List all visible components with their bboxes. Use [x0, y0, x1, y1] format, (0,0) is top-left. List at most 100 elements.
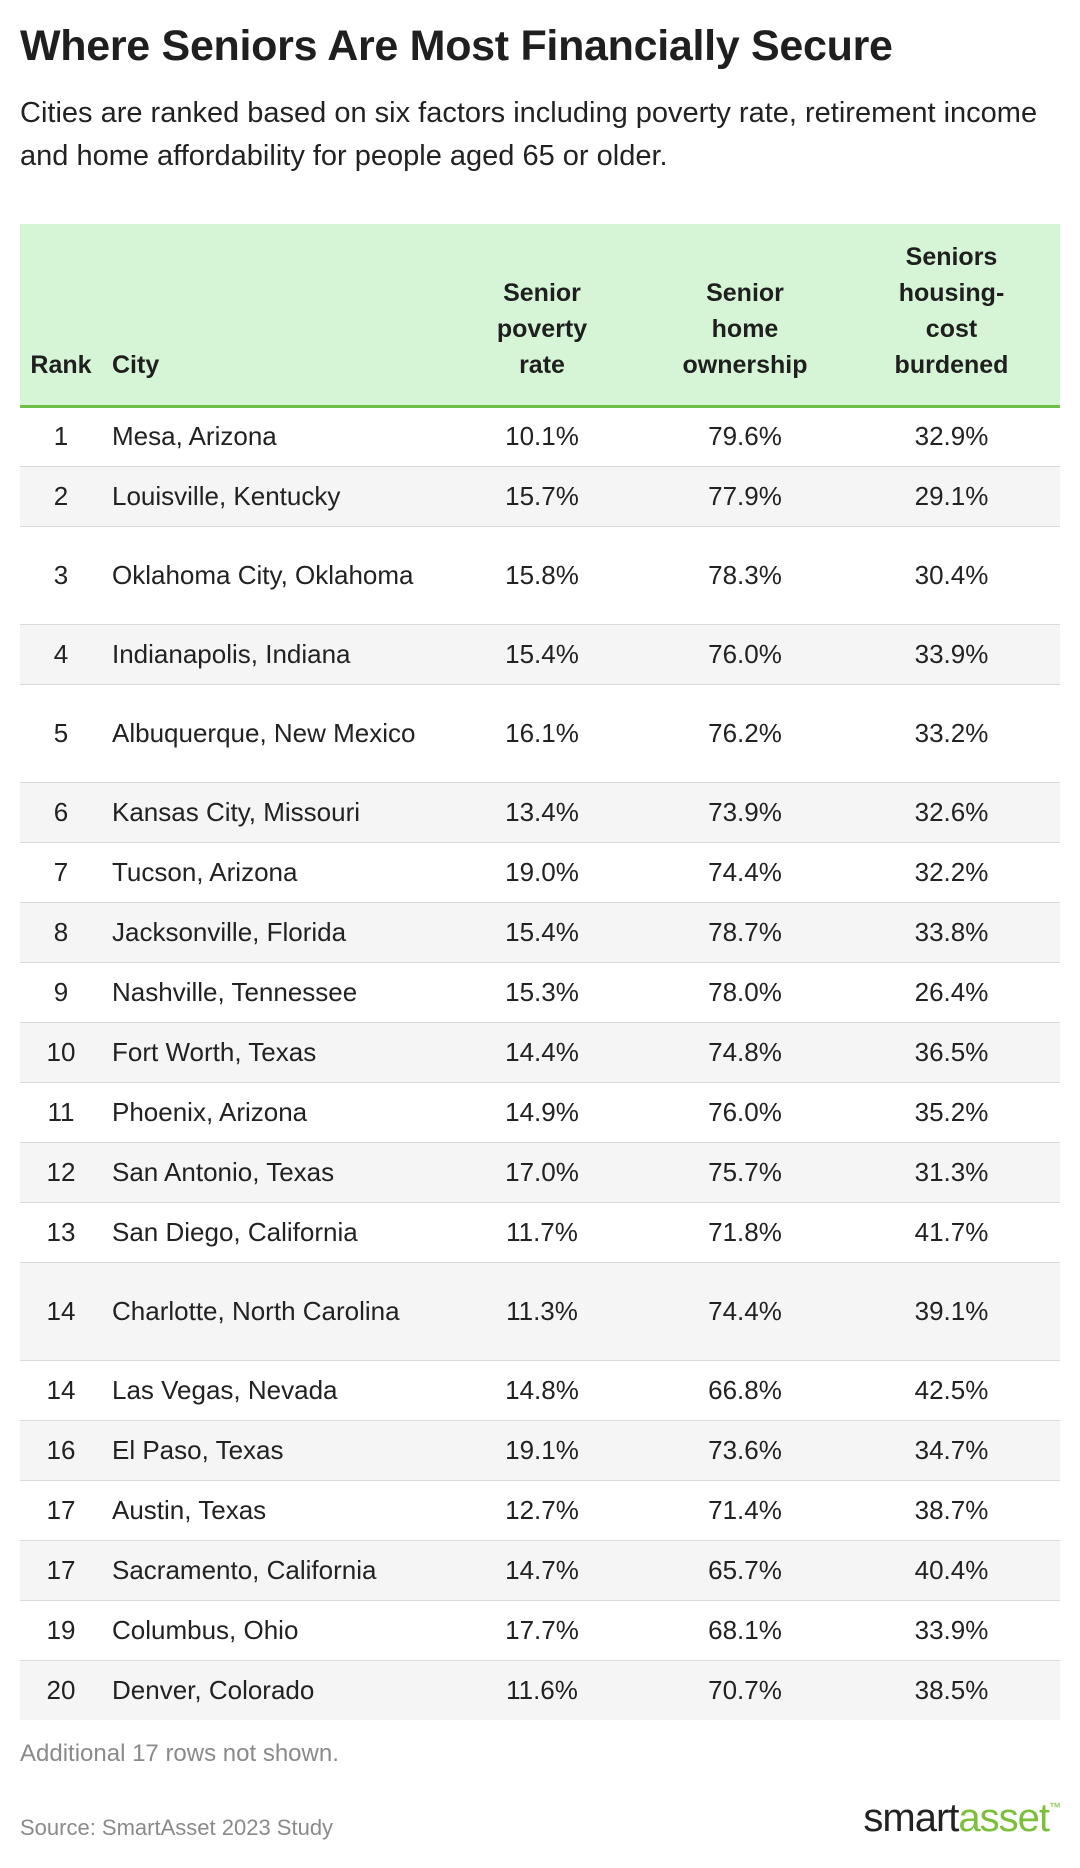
- table-row: 7 Tucson, Arizona 19.0% 74.4% 32.2%: [20, 842, 1060, 903]
- table-row: 19 Columbus, Ohio 17.7% 68.1% 33.9%: [20, 1600, 1060, 1661]
- cell-poverty: 19.0%: [437, 842, 647, 903]
- col-header-poverty: Senior poverty rate: [437, 224, 647, 408]
- cell-poverty: 15.7%: [437, 466, 647, 527]
- cell-poverty: 17.7%: [437, 1600, 647, 1661]
- cell-city: Denver, Colorado: [112, 1674, 315, 1705]
- rankings-table: Rank City Senior poverty rate Senior hom…: [20, 224, 1060, 1720]
- cell-rank: 17: [20, 1480, 102, 1541]
- cell-rank: 14: [20, 1262, 102, 1361]
- source-credit: Source: SmartAsset 2023 Study: [20, 1815, 334, 1840]
- cell-rank: 5: [20, 684, 102, 783]
- cell-rank: 14: [20, 1360, 102, 1421]
- cell-rank: 20: [46, 1674, 76, 1705]
- cell-city: Kansas City, Missouri: [102, 782, 437, 843]
- cell-poverty: 13.4%: [437, 782, 647, 843]
- cell-burdened: 32.9%: [843, 406, 1060, 467]
- table-row: 17 Austin, Texas 12.7% 71.4% 38.7%: [20, 1480, 1060, 1541]
- cell-city: San Diego, California: [102, 1202, 437, 1263]
- cell-city: Columbus, Ohio: [102, 1600, 437, 1661]
- cell-rank: 17: [20, 1540, 102, 1601]
- cell-burdened: 33.8%: [843, 902, 1060, 963]
- cell-burdened: 31.3%: [843, 1142, 1060, 1203]
- cell-ownership: 68.1%: [647, 1600, 843, 1661]
- cell-burdened: 38.7%: [843, 1480, 1060, 1541]
- cell-burdened: 34.7%: [843, 1420, 1060, 1481]
- cell-burdened: 32.6%: [843, 782, 1060, 843]
- cell-rank: 8: [20, 902, 102, 963]
- cell-rank: 3: [20, 526, 102, 625]
- cell-rank: 13: [20, 1202, 102, 1263]
- table-row: 2 Louisville, Kentucky 15.7% 77.9% 29.1%: [20, 466, 1060, 527]
- col-header-rank: Rank: [20, 224, 102, 408]
- cell-ownership: 71.4%: [647, 1480, 843, 1541]
- cell-ownership: 70.7%: [708, 1674, 782, 1705]
- cell-burdened: 39.1%: [843, 1262, 1060, 1361]
- table-row: 9 Nashville, Tennessee 15.3% 78.0% 26.4%: [20, 962, 1060, 1023]
- cell-burdened: 33.2%: [843, 684, 1060, 783]
- cell-rank: 10: [20, 1022, 102, 1083]
- cell-city: Phoenix, Arizona: [102, 1082, 437, 1143]
- cell-city: Mesa, Arizona: [102, 406, 437, 467]
- cell-poverty: 15.4%: [437, 902, 647, 963]
- cell-ownership: 66.8%: [647, 1360, 843, 1421]
- cell-city: Louisville, Kentucky: [102, 466, 437, 527]
- cell-burdened: 41.7%: [843, 1202, 1060, 1263]
- cell-rank: 16: [20, 1420, 102, 1481]
- cell-ownership: 73.9%: [647, 782, 843, 843]
- cell-city: Austin, Texas: [102, 1480, 437, 1541]
- cell-ownership: 78.3%: [647, 526, 843, 625]
- table-row: 5 Albuquerque, New Mexico 16.1% 76.2% 33.2%: [20, 684, 1060, 783]
- table-row: 3 Oklahoma City, Oklahoma 15.8% 78.3% 30.4%: [20, 526, 1060, 625]
- cell-poverty: 15.8%: [437, 526, 647, 625]
- cell-burdened: 38.5%: [914, 1674, 989, 1705]
- cell-burdened: 33.9%: [843, 624, 1060, 685]
- cell-city: Las Vegas, Nevada: [102, 1360, 437, 1421]
- table-row: 13 San Diego, California 11.7% 71.8% 41.7%: [20, 1202, 1060, 1263]
- cell-poverty: 14.9%: [437, 1082, 647, 1143]
- smartasset-logo: smartasset™: [863, 1796, 1061, 1840]
- cell-city: Sacramento, California: [102, 1540, 437, 1601]
- table-header-row: Rank City Senior poverty rate Senior hom…: [20, 224, 1060, 408]
- cell-city: Fort Worth, Texas: [102, 1022, 437, 1083]
- col-header-burdened: Seniors housing- cost burdened: [843, 224, 1060, 408]
- cell-poverty: 14.4%: [437, 1022, 647, 1083]
- cell-ownership: 74.4%: [647, 1262, 843, 1361]
- col-header-ownership: Senior home ownership: [647, 224, 843, 408]
- cell-burdened: 32.2%: [843, 842, 1060, 903]
- cell-ownership: 78.7%: [647, 902, 843, 963]
- cell-ownership: 76.2%: [647, 684, 843, 783]
- table-row: 11 Phoenix, Arizona 14.9% 76.0% 35.2%: [20, 1082, 1060, 1143]
- cell-poverty: 14.7%: [437, 1540, 647, 1601]
- cell-rank: 2: [20, 466, 102, 527]
- cell-ownership: 74.8%: [647, 1022, 843, 1083]
- cell-ownership: 78.0%: [647, 962, 843, 1023]
- cell-burdened: 33.9%: [843, 1600, 1060, 1661]
- cell-poverty: 15.4%: [437, 624, 647, 685]
- page-subtitle: Cities are ranked based on six factors i…: [20, 97, 1038, 172]
- cell-poverty: 11.3%: [437, 1262, 647, 1361]
- cell-rank: 1: [20, 406, 102, 467]
- cell-ownership: 76.0%: [647, 1082, 843, 1143]
- cell-burdened: 30.4%: [843, 526, 1060, 625]
- col-header-city: City: [102, 224, 437, 408]
- rows-hidden-note: Additional 17 rows not shown.: [20, 1740, 339, 1767]
- cell-poverty: 19.1%: [437, 1420, 647, 1481]
- cell-city: Nashville, Tennessee: [102, 962, 437, 1023]
- cell-ownership: 74.4%: [647, 842, 843, 903]
- table-row: 10 Fort Worth, Texas 14.4% 74.8% 36.5%: [20, 1022, 1060, 1083]
- page-title: Where Seniors Are Most Financially Secur…: [20, 22, 893, 70]
- cell-poverty: 17.0%: [437, 1142, 647, 1203]
- cell-ownership: 71.8%: [647, 1202, 843, 1263]
- table-row: 17 Sacramento, California 14.7% 65.7% 40.4%: [20, 1540, 1060, 1601]
- cell-rank: 12: [20, 1142, 102, 1203]
- table-row: 14 Las Vegas, Nevada 14.8% 66.8% 42.5%: [20, 1360, 1060, 1421]
- cell-poverty: 10.1%: [437, 406, 647, 467]
- cell-city: Tucson, Arizona: [102, 842, 437, 903]
- table-row: 1 Mesa, Arizona 10.1% 79.6% 32.9%: [20, 406, 1060, 467]
- cell-poverty: 11.6%: [506, 1674, 578, 1705]
- cell-poverty: 16.1%: [437, 684, 647, 783]
- cell-burdened: 40.4%: [843, 1540, 1060, 1601]
- cell-poverty: 12.7%: [437, 1480, 647, 1541]
- cell-ownership: 79.6%: [647, 406, 843, 467]
- cell-city: Indianapolis, Indiana: [102, 624, 437, 685]
